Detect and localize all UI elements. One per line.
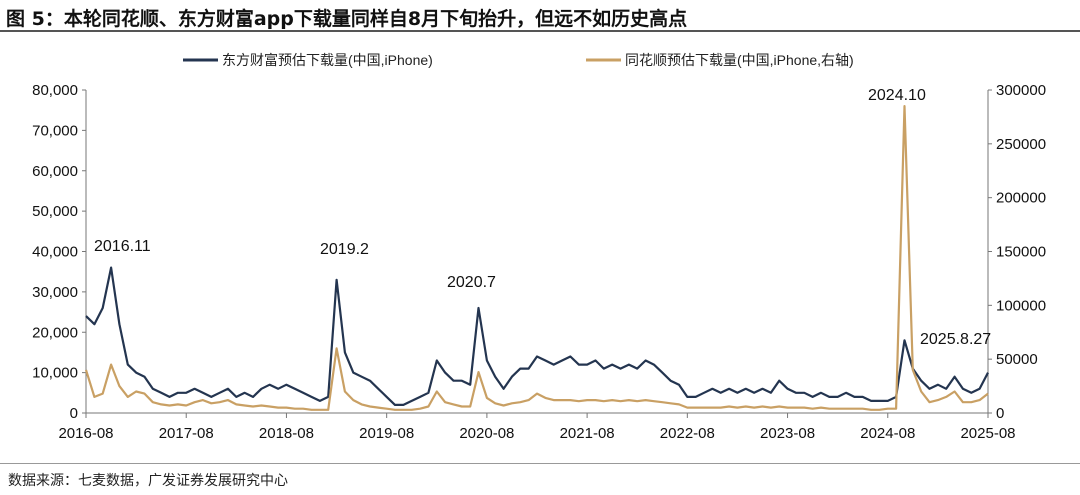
annotation-2025-8-27: 2025.8.27 bbox=[920, 331, 991, 348]
annotation-2016-11: 2016.11 bbox=[94, 238, 151, 255]
annotation-2024-10: 2024.10 bbox=[868, 87, 926, 104]
annotation-2019-2: 2019.2 bbox=[320, 241, 369, 258]
x-tick-label: 2025-08 bbox=[960, 425, 1015, 442]
legend-label-dfcf: 东方财富预估下载量(中国,iPhone) bbox=[222, 52, 433, 68]
left-tick-label: 80,000 bbox=[32, 82, 78, 99]
x-tick-label: 2021-08 bbox=[560, 425, 615, 442]
left-tick-label: 70,000 bbox=[32, 122, 78, 139]
annotation-2020-7: 2020.7 bbox=[447, 274, 496, 291]
right-tick-label: 0 bbox=[996, 405, 1004, 422]
title-divider bbox=[0, 30, 1080, 32]
x-tick-label: 2022-08 bbox=[660, 425, 715, 442]
right-tick-label: 150000 bbox=[996, 244, 1046, 261]
footer-divider bbox=[0, 463, 1080, 464]
right-tick-label: 200000 bbox=[996, 190, 1046, 207]
series-line-dfcf bbox=[85, 266, 989, 406]
left-tick-label: 60,000 bbox=[32, 163, 78, 180]
left-tick-label: 20,000 bbox=[32, 324, 78, 341]
left-tick-label: 50,000 bbox=[32, 203, 78, 220]
right-tick-label: 250000 bbox=[996, 136, 1046, 153]
left-tick-label: 10,000 bbox=[32, 365, 78, 382]
series-line-ths bbox=[84, 104, 989, 411]
x-tick-label: 2017-08 bbox=[159, 425, 214, 442]
left-tick-label: 40,000 bbox=[32, 244, 78, 261]
right-tick-label: 100000 bbox=[996, 297, 1046, 314]
legend: 东方财富预估下载量(中国,iPhone) 同花顺预估下载量(中国,iPhone,… bbox=[183, 52, 854, 68]
line-chart: 东方财富预估下载量(中国,iPhone) 同花顺预估下载量(中国,iPhone,… bbox=[32, 52, 1046, 442]
x-tick-label: 2016-08 bbox=[58, 425, 113, 442]
legend-label-ths: 同花顺预估下载量(中国,iPhone,右轴) bbox=[625, 52, 854, 68]
left-tick-label: 30,000 bbox=[32, 284, 78, 301]
left-tick-label: 0 bbox=[70, 405, 78, 422]
x-tick-label: 2019-08 bbox=[359, 425, 414, 442]
right-tick-label: 50000 bbox=[996, 351, 1038, 368]
x-tick-label: 2018-08 bbox=[259, 425, 314, 442]
source-note: 数据来源：七麦数据，广发证券发展研究中心 bbox=[8, 473, 288, 489]
figure-title: 图 5：本轮同花顺、东方财富app下载量同样自8月下旬抬升，但远不如历史高点 bbox=[6, 8, 688, 30]
x-tick-label: 2020-08 bbox=[459, 425, 514, 442]
x-tick-label: 2024-08 bbox=[860, 425, 915, 442]
x-tick-label: 2023-08 bbox=[760, 425, 815, 442]
right-tick-label: 300000 bbox=[996, 82, 1046, 99]
